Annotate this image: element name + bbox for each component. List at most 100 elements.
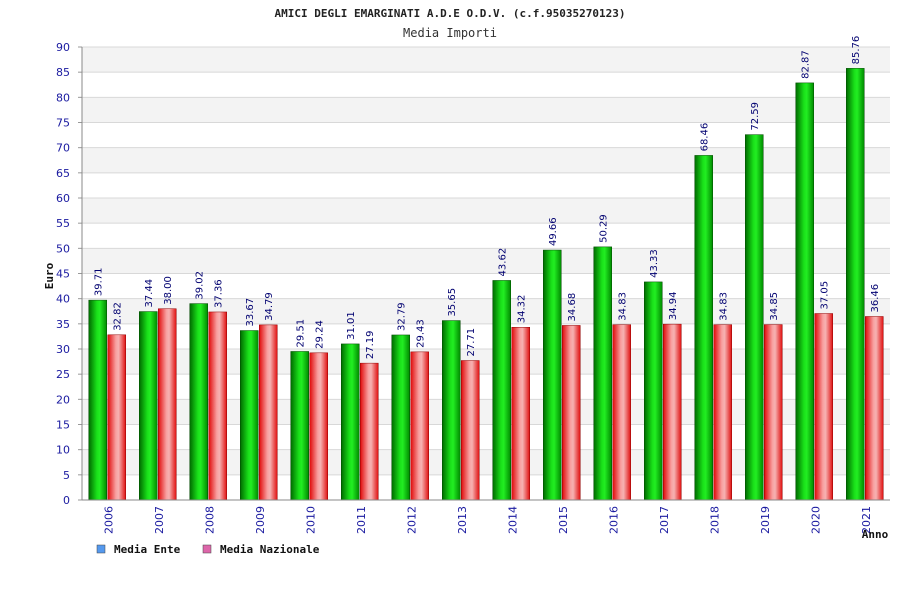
value-label-media-nazionale-2018: 34.83	[719, 292, 730, 321]
y-tick-label: 40	[56, 293, 70, 306]
plot-band	[82, 97, 890, 123]
value-label-media-nazionale-2020: 37.05	[820, 281, 831, 310]
value-label-media-nazionale-2015: 34.68	[567, 293, 578, 322]
x-tick-label-2021: 2021	[860, 506, 873, 534]
x-tick-label-2015: 2015	[557, 506, 570, 534]
y-tick-label: 30	[56, 343, 70, 356]
bar-media-ente-2009	[240, 330, 259, 501]
legend-swatch-media-nazionale	[202, 544, 212, 554]
plot-band	[82, 248, 890, 274]
y-tick-label: 5	[63, 469, 70, 482]
y-tick-label: 10	[56, 444, 70, 457]
value-label-media-ente-2011: 31.01	[346, 311, 357, 340]
bar-media-ente-2020	[795, 82, 814, 501]
y-axis-label: Euro	[43, 262, 56, 289]
y-axis-ticks: 0 5 10 15 20 25 30 35 40 45 50 55 60 65 70 75 80 85 90	[56, 41, 82, 507]
legend-label-media-nazionale: Media Nazionale	[220, 543, 320, 556]
plot-band	[82, 198, 890, 224]
bar-media-ente-2014	[492, 280, 511, 501]
y-tick-label: 55	[56, 217, 70, 230]
x-tick-label-2018: 2018	[708, 506, 721, 534]
value-label-media-ente-2013: 35.65	[447, 288, 458, 317]
value-labels: 39.71 32.82 37.44 38.00 39.02 37.36 33.67 34.79…	[94, 36, 882, 359]
x-tick-label-2011: 2011	[355, 506, 368, 534]
bar-media-ente-2015	[543, 249, 562, 501]
bar-media-ente-2006	[88, 299, 107, 501]
x-tick-label-2008: 2008	[203, 506, 216, 534]
y-tick-label: 60	[56, 192, 70, 205]
value-label-media-ente-2014: 43.62	[498, 248, 509, 277]
bar-media-nazionale-2021	[865, 316, 884, 501]
x-tick-label-2007: 2007	[153, 506, 166, 534]
value-label-media-nazionale-2012: 29.43	[416, 319, 427, 348]
x-tick-label-2010: 2010	[304, 506, 317, 534]
bar-media-ente-2016	[593, 246, 612, 501]
value-label-media-nazionale-2006: 32.82	[113, 302, 124, 331]
bar-media-nazionale-2019	[764, 324, 783, 501]
bar-media-ente-2012	[391, 334, 410, 501]
bars	[88, 68, 884, 501]
value-label-media-nazionale-2016: 34.83	[618, 292, 629, 321]
x-tick-label-2009: 2009	[254, 506, 267, 534]
y-tick-label: 85	[56, 66, 70, 79]
chart-subtitle: Media Importi	[403, 26, 497, 40]
legend: Media Ente Media Nazionale	[96, 543, 320, 556]
bar-media-nazionale-2015	[562, 325, 581, 501]
plot-band	[82, 172, 890, 198]
x-tick-label-2006: 2006	[102, 506, 115, 534]
plot-band	[82, 223, 890, 249]
bar-media-nazionale-2013	[461, 360, 480, 501]
plot-band	[82, 72, 890, 98]
chart-title: AMICI DEGLI EMARGINATI A.D.E O.D.V. (c.f…	[275, 7, 626, 20]
y-tick-label: 80	[56, 91, 70, 104]
y-tick-label: 20	[56, 393, 70, 406]
bar-media-ente-2019	[745, 134, 764, 501]
bar-media-ente-2021	[846, 68, 865, 501]
value-label-media-nazionale-2007: 38.00	[163, 276, 174, 305]
bar-media-nazionale-2016	[612, 324, 631, 501]
bar-media-nazionale-2020	[814, 313, 833, 501]
bar-media-nazionale-2006	[107, 334, 126, 501]
y-tick-label: 45	[56, 268, 70, 281]
legend-swatch-media-ente	[96, 544, 106, 554]
plot-band	[82, 47, 890, 73]
value-label-media-ente-2018: 68.46	[700, 123, 711, 152]
value-label-media-ente-2006: 39.71	[94, 267, 105, 296]
plot-band	[82, 147, 890, 173]
value-label-media-ente-2021: 85.76	[851, 36, 862, 65]
x-axis-label: Anno	[862, 528, 889, 541]
y-tick-label: 90	[56, 41, 70, 54]
bar-media-nazionale-2008	[208, 311, 227, 501]
bar-media-nazionale-2010	[309, 352, 328, 501]
value-label-media-nazionale-2013: 27.71	[466, 328, 477, 357]
bar-media-ente-2010	[290, 351, 309, 501]
bar-media-nazionale-2011	[360, 362, 379, 501]
value-label-media-ente-2012: 32.79	[397, 302, 408, 331]
bar-media-nazionale-2014	[511, 327, 530, 501]
bar-media-ente-2017	[644, 281, 663, 501]
bar-media-ente-2013	[442, 320, 461, 501]
x-tick-label-2020: 2020	[809, 506, 822, 534]
value-label-media-nazionale-2011: 27.19	[365, 331, 376, 360]
value-label-media-ente-2016: 50.29	[599, 214, 610, 243]
y-tick-label: 25	[56, 368, 70, 381]
value-label-media-nazionale-2017: 34.94	[668, 291, 679, 320]
bar-media-ente-2011	[341, 343, 360, 501]
value-label-media-nazionale-2019: 34.85	[769, 292, 780, 321]
value-label-media-ente-2020: 82.87	[801, 50, 812, 79]
bar-media-nazionale-2018	[713, 324, 732, 501]
value-label-media-ente-2017: 43.33	[649, 249, 660, 278]
y-tick-label: 35	[56, 318, 70, 331]
value-label-media-nazionale-2009: 34.79	[264, 292, 275, 321]
x-tick-label-2017: 2017	[658, 506, 671, 534]
x-axis-ticks: 2006 2007 2008 2009 2010 2011 2012 2013 2014 2015…	[102, 506, 873, 534]
axes	[81, 47, 890, 501]
bar-media-nazionale-2009	[259, 324, 278, 501]
value-label-media-ente-2019: 72.59	[750, 102, 761, 131]
value-label-media-ente-2015: 49.66	[548, 217, 559, 246]
x-tick-label-2019: 2019	[759, 506, 772, 534]
x-tick-label-2016: 2016	[607, 506, 620, 534]
value-label-media-nazionale-2014: 34.32	[517, 295, 528, 324]
value-label-media-nazionale-2021: 36.46	[870, 284, 881, 313]
